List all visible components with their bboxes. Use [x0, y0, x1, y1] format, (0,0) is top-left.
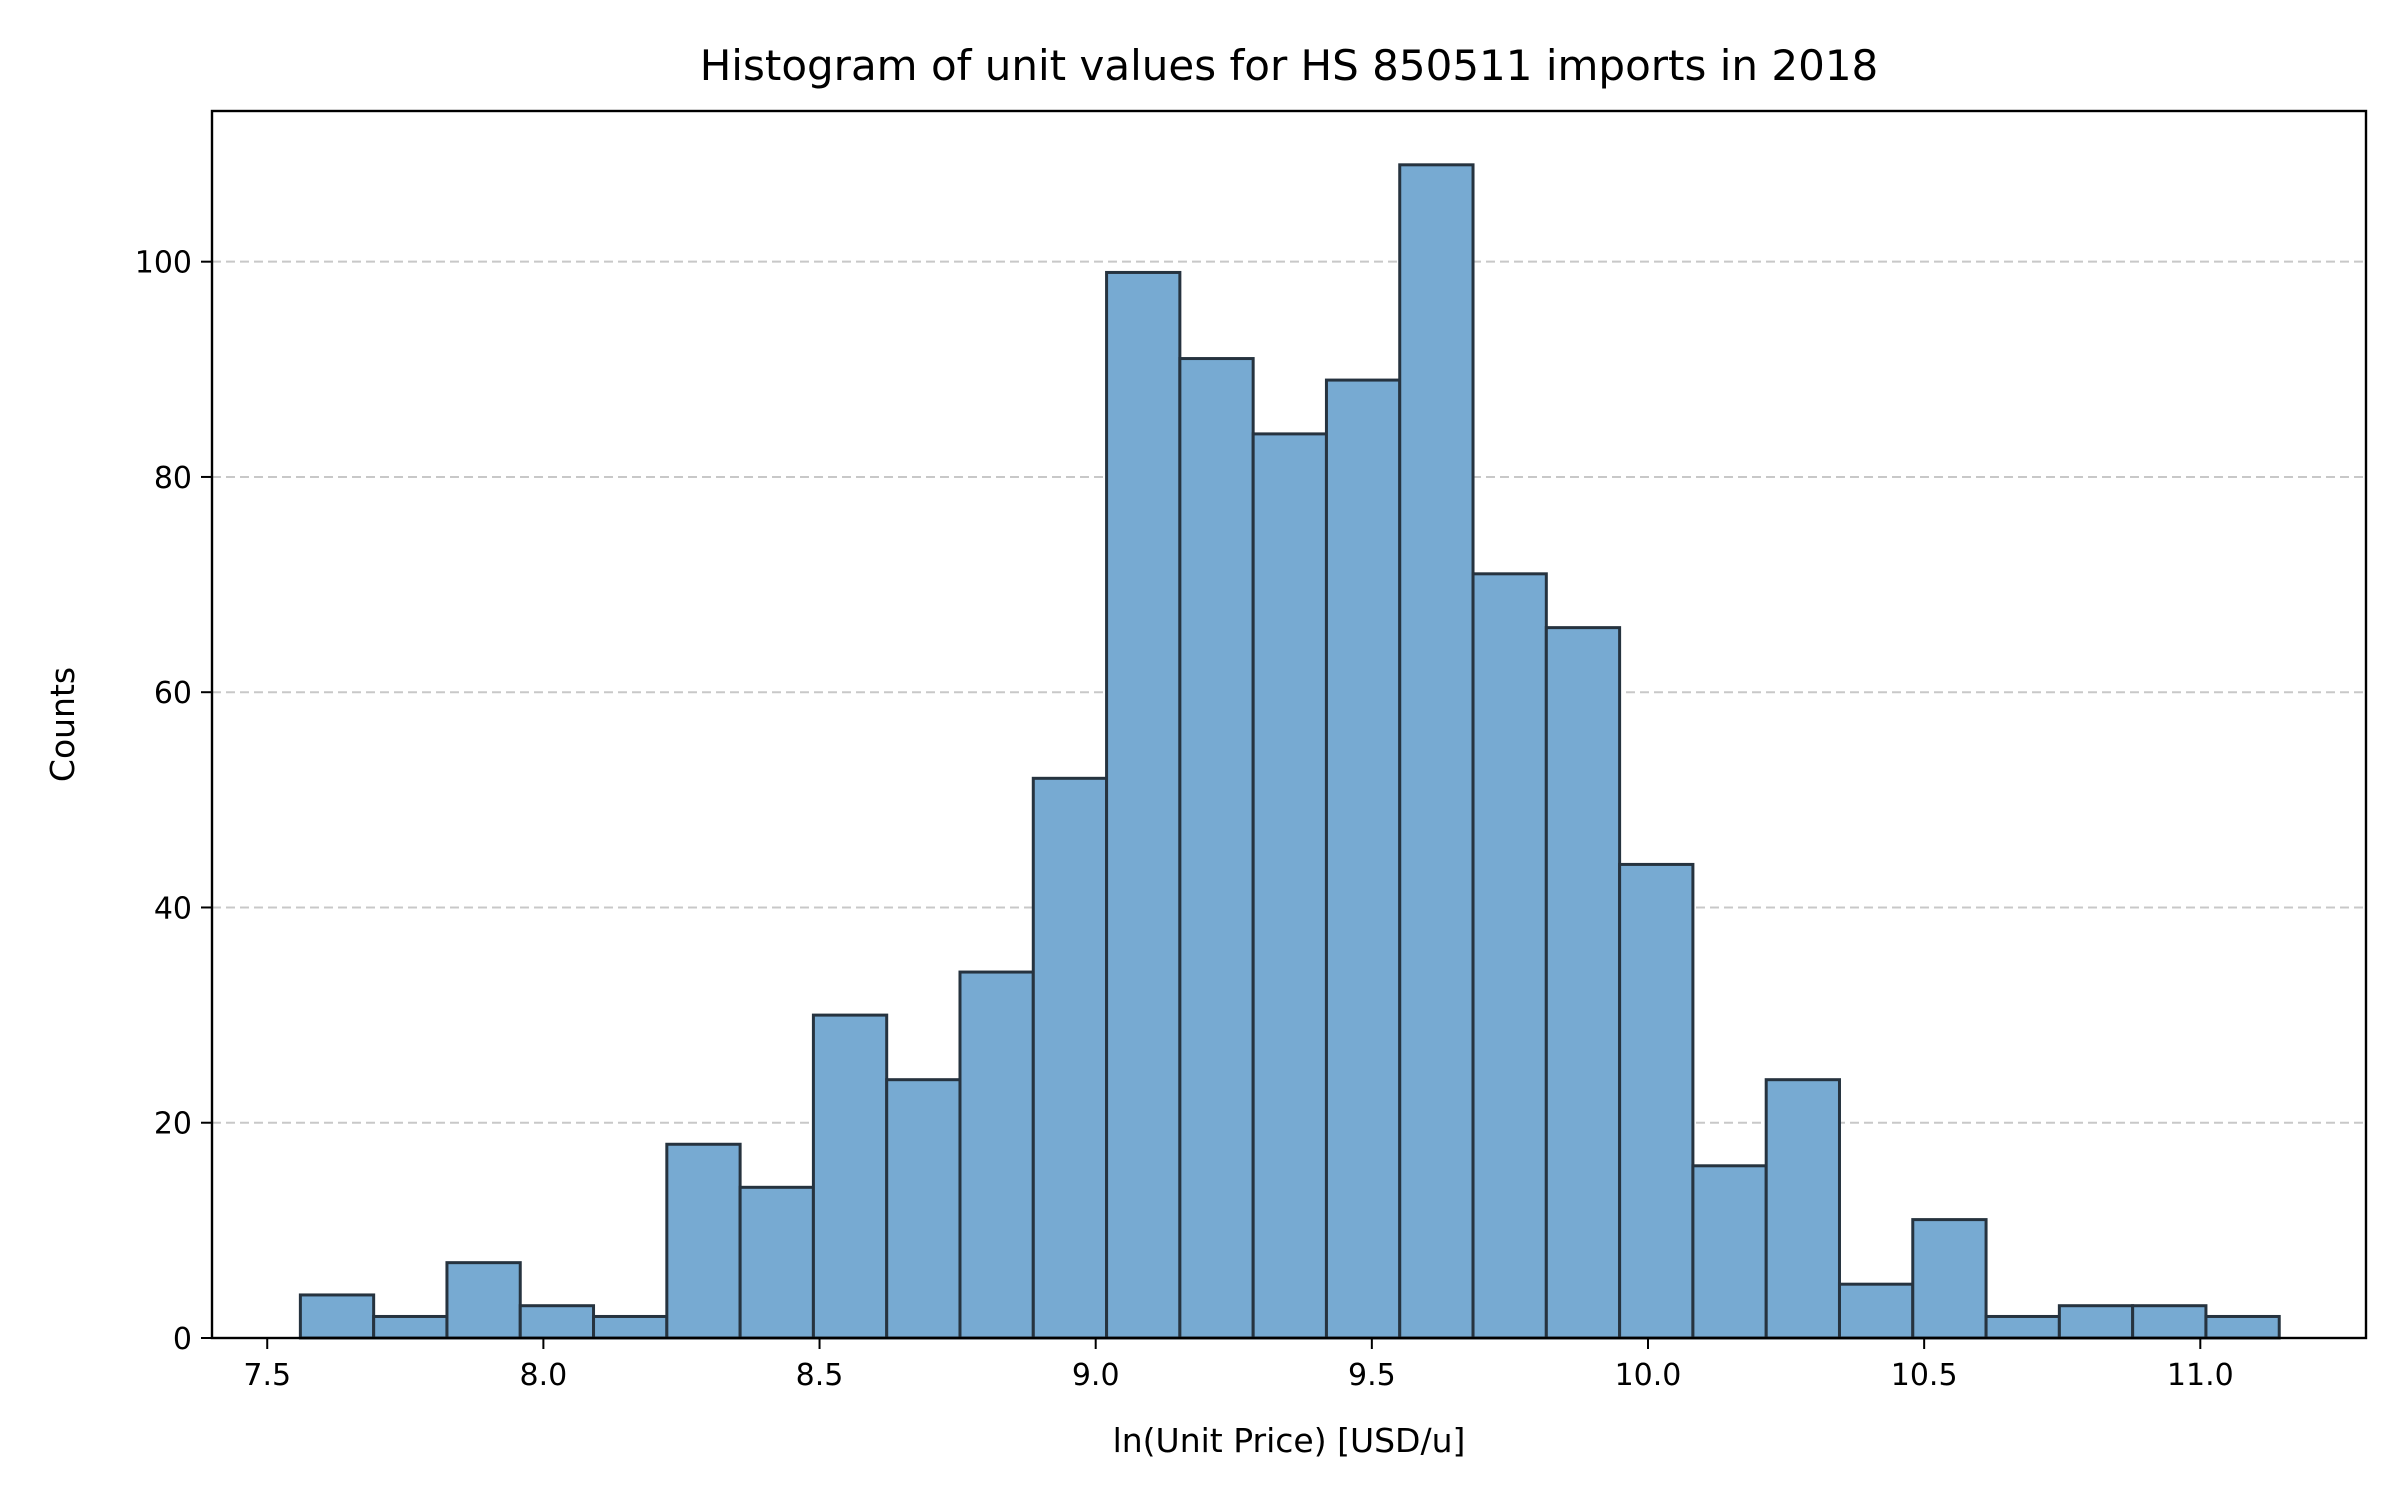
- x-tick-label-2: 8.5: [796, 1358, 844, 1393]
- histogram-bar-9: [958, 970, 1035, 1340]
- histogram-bar-19: [1691, 1164, 1768, 1340]
- plot-frame: [210, 109, 2368, 1340]
- histogram-bar-14: [1324, 378, 1402, 1340]
- y-tick-label-1: 20: [154, 1107, 192, 1142]
- x-axis-ticks: 7.5 8.0 8.5 9.0 9.5 10.0 10.5 11.0: [243, 1338, 2234, 1393]
- histogram-bar-7: [811, 1013, 889, 1340]
- x-tick-label-7: 11.0: [2167, 1358, 2234, 1393]
- x-tick-label-5: 10.0: [1615, 1358, 1682, 1393]
- histogram-bar-18: [1618, 862, 1695, 1340]
- histogram-bar-22: [1911, 1218, 1988, 1340]
- histogram-bar-26: [2204, 1314, 2281, 1340]
- y-tick-label-2: 40: [154, 891, 192, 926]
- histogram-bar-3: [518, 1304, 596, 1340]
- histogram-bars: [298, 163, 2281, 1340]
- histogram-bar-21: [1837, 1282, 1915, 1340]
- histogram-bar-13: [1251, 432, 1328, 1340]
- histogram-bar-6: [738, 1185, 815, 1340]
- y-tick-label-4: 80: [154, 461, 192, 496]
- y-axis-label: Counts: [43, 667, 82, 782]
- chart-title: Histogram of unit values for HS 850511 i…: [700, 41, 1879, 90]
- histogram-bar-16: [1471, 572, 1548, 1340]
- histogram-bar-10: [1031, 776, 1109, 1340]
- histogram-bar-1: [372, 1314, 449, 1340]
- histogram-bar-2: [445, 1261, 522, 1340]
- x-tick-label-6: 10.5: [1891, 1358, 1958, 1393]
- y-axis-ticks: 0 20 40 60 80 100: [135, 246, 212, 1357]
- x-tick-label-4: 9.5: [1348, 1358, 1396, 1393]
- x-tick-label-3: 9.0: [1072, 1358, 1120, 1393]
- histogram-bar-24: [2057, 1304, 2135, 1340]
- histogram-bar-23: [1984, 1314, 2061, 1340]
- y-tick-label-5: 100: [135, 246, 192, 281]
- grid-lines: [212, 260, 2366, 1124]
- histogram-bar-11: [1105, 270, 1182, 1340]
- x-axis-label: ln(Unit Price) [USD/u]: [1113, 1421, 1466, 1460]
- histogram-bar-8: [885, 1078, 962, 1340]
- histogram-bar-20: [1764, 1078, 1841, 1340]
- histogram-bar-25: [2131, 1304, 2208, 1340]
- x-tick-label-0: 7.5: [243, 1358, 291, 1393]
- histogram-bar-0: [298, 1293, 376, 1340]
- y-tick-label-0: 0: [173, 1322, 192, 1357]
- histogram-bar-17: [1544, 626, 1622, 1340]
- y-tick-label-3: 60: [154, 676, 192, 711]
- x-tick-label-1: 8.0: [520, 1358, 568, 1393]
- histogram-bar-4: [592, 1314, 669, 1340]
- histogram-bar-5: [665, 1142, 742, 1340]
- histogram-bar-12: [1178, 357, 1255, 1340]
- histogram-bar-15: [1398, 163, 1475, 1340]
